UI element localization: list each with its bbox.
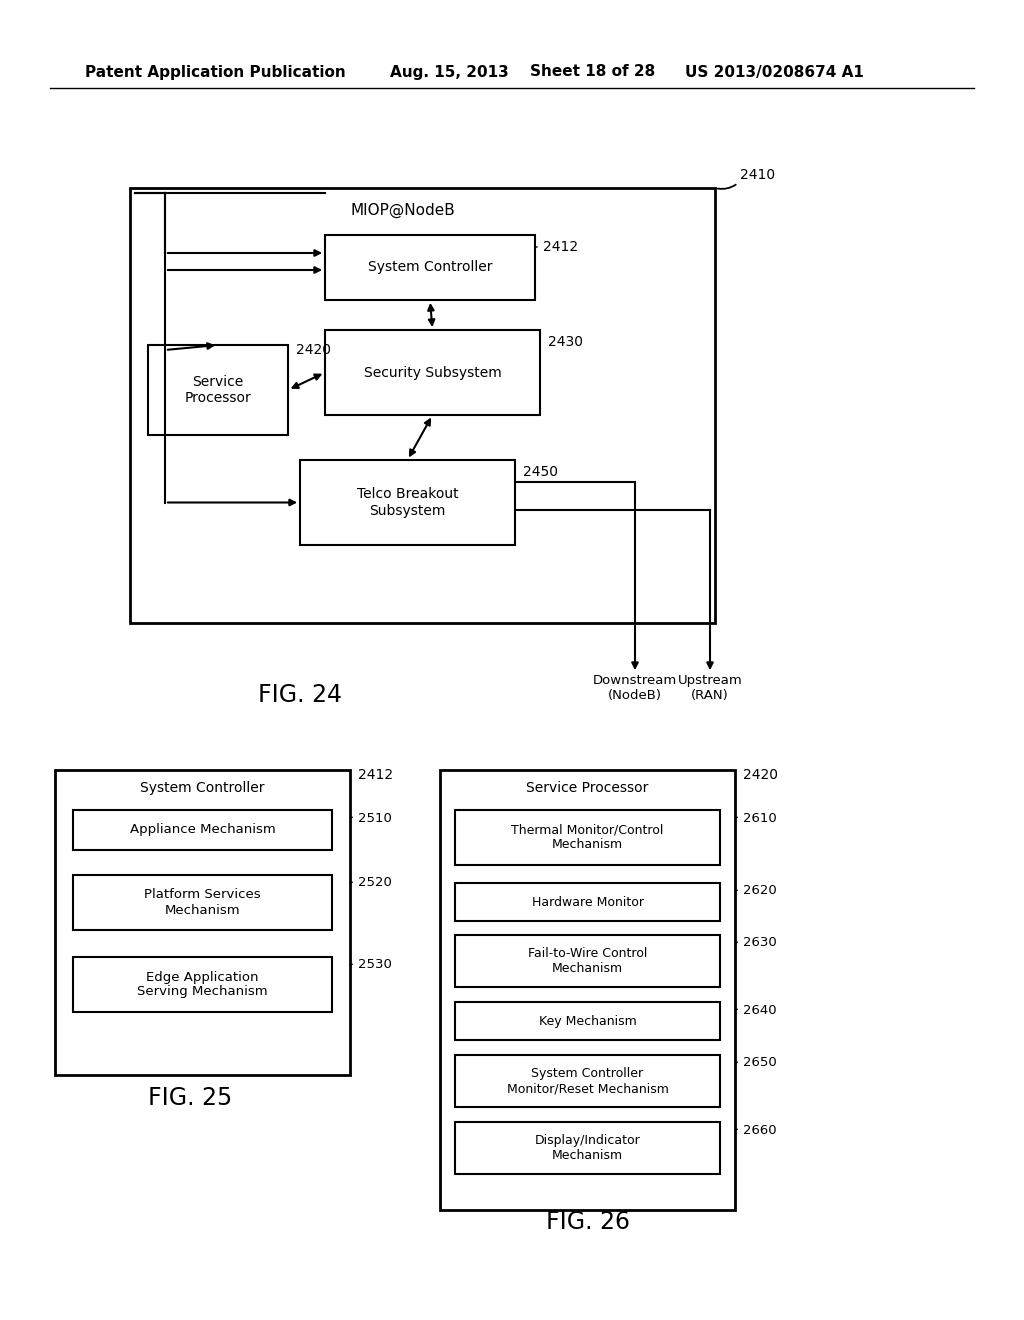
- Text: Key Mechanism: Key Mechanism: [539, 1015, 636, 1027]
- Bar: [148, 345, 288, 436]
- Text: Aug. 15, 2013: Aug. 15, 2013: [390, 65, 509, 79]
- Bar: [300, 459, 515, 545]
- Bar: [325, 235, 535, 300]
- Text: System Controller: System Controller: [368, 260, 493, 275]
- Bar: [455, 810, 720, 865]
- Bar: [455, 1122, 720, 1173]
- Text: Service Processor: Service Processor: [526, 781, 648, 795]
- Text: FIG. 25: FIG. 25: [147, 1086, 232, 1110]
- Bar: [73, 957, 332, 1012]
- Text: FIG. 26: FIG. 26: [546, 1210, 630, 1234]
- Text: Security Subsystem: Security Subsystem: [364, 366, 502, 380]
- Text: 2412: 2412: [358, 768, 393, 781]
- Text: FIG. 24: FIG. 24: [258, 682, 342, 708]
- Text: 2640: 2640: [743, 1003, 776, 1016]
- Text: Fail-to-Wire Control
Mechanism: Fail-to-Wire Control Mechanism: [527, 946, 647, 975]
- Text: 2420: 2420: [743, 768, 778, 781]
- Text: Display/Indicator
Mechanism: Display/Indicator Mechanism: [535, 1134, 640, 1162]
- Text: 2610: 2610: [743, 812, 777, 825]
- Text: Service
Processor: Service Processor: [184, 375, 251, 405]
- Bar: [455, 1055, 720, 1107]
- Text: Edge Application
Serving Mechanism: Edge Application Serving Mechanism: [137, 970, 268, 998]
- Bar: [130, 187, 715, 623]
- Text: 2450: 2450: [523, 465, 558, 479]
- Text: System Controller: System Controller: [140, 781, 265, 795]
- Bar: [455, 935, 720, 987]
- Text: 2420: 2420: [296, 343, 331, 356]
- Bar: [55, 770, 350, 1074]
- Text: Patent Application Publication: Patent Application Publication: [85, 65, 346, 79]
- Text: 2520: 2520: [358, 876, 392, 890]
- Text: 2660: 2660: [743, 1123, 776, 1137]
- Text: 2650: 2650: [743, 1056, 777, 1069]
- Text: Telco Breakout
Subsystem: Telco Breakout Subsystem: [356, 487, 459, 517]
- Text: 2410: 2410: [740, 168, 775, 182]
- Text: Platform Services
Mechanism: Platform Services Mechanism: [144, 888, 261, 916]
- Text: 2620: 2620: [743, 884, 777, 898]
- Bar: [455, 1002, 720, 1040]
- Bar: [325, 330, 540, 414]
- Text: Appliance Mechanism: Appliance Mechanism: [130, 824, 275, 837]
- Bar: [440, 770, 735, 1210]
- Text: System Controller
Monitor/Reset Mechanism: System Controller Monitor/Reset Mechanis…: [507, 1067, 669, 1096]
- Text: US 2013/0208674 A1: US 2013/0208674 A1: [685, 65, 864, 79]
- Text: Sheet 18 of 28: Sheet 18 of 28: [530, 65, 655, 79]
- Text: 2530: 2530: [358, 958, 392, 972]
- Text: MIOP@NodeB: MIOP@NodeB: [350, 202, 455, 218]
- Text: Thermal Monitor/Control
Mechanism: Thermal Monitor/Control Mechanism: [511, 824, 664, 851]
- Bar: [73, 875, 332, 931]
- Text: 2630: 2630: [743, 936, 777, 949]
- Text: Hardware Monitor: Hardware Monitor: [531, 895, 643, 908]
- Text: Upstream
(RAN): Upstream (RAN): [678, 675, 742, 702]
- Bar: [455, 883, 720, 921]
- Text: 2412: 2412: [543, 240, 579, 253]
- Bar: [73, 810, 332, 850]
- Text: Downstream
(NodeB): Downstream (NodeB): [593, 675, 677, 702]
- Text: 2510: 2510: [358, 812, 392, 825]
- Text: 2430: 2430: [548, 335, 583, 348]
